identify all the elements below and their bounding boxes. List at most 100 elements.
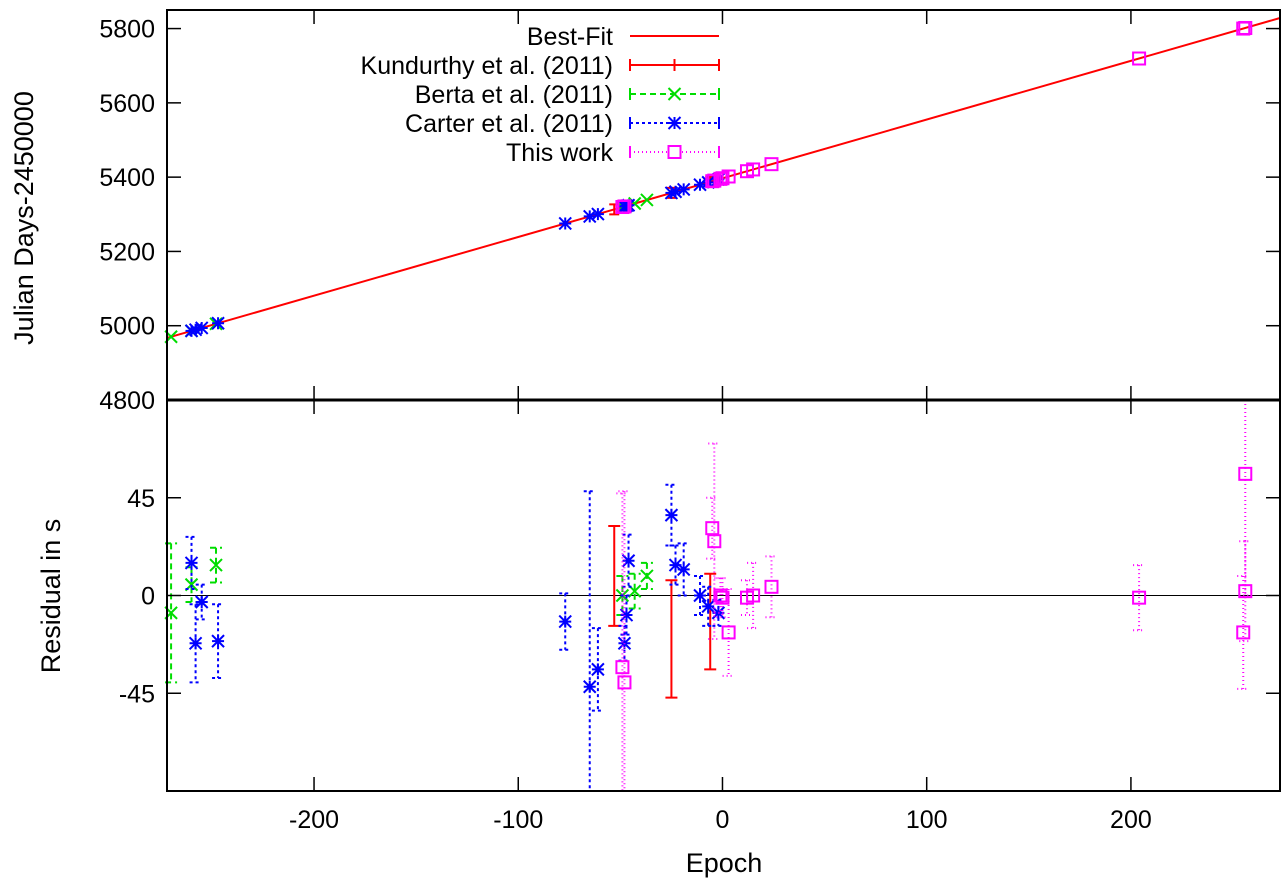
residual-errorbar — [714, 577, 727, 614]
legend-label: Best-Fit — [527, 23, 613, 51]
legend-label: This work — [506, 139, 613, 167]
x-tick-label: -100 — [493, 806, 543, 834]
residual-point-square — [713, 588, 728, 603]
top-point-square — [617, 199, 632, 214]
residual-errorbar — [708, 442, 721, 640]
residual-point-star — [621, 554, 636, 568]
top-panel — [164, 17, 1281, 344]
bottom-y-tick-label: -45 — [119, 680, 155, 708]
residual-errorbar — [665, 579, 678, 699]
top-point-star — [664, 186, 679, 200]
top-point-square — [746, 162, 761, 177]
residual-errorbar — [716, 577, 729, 619]
top-point-star — [188, 322, 203, 337]
residual-point-square — [721, 625, 736, 640]
residual-point-star — [664, 508, 679, 522]
residual-point-star — [591, 662, 605, 677]
residual-point-x — [640, 569, 654, 583]
residual-point-square — [1238, 466, 1253, 481]
residual-point-square — [1236, 625, 1251, 640]
residual-errorbar — [591, 627, 604, 712]
residual-point-star — [583, 680, 597, 694]
residual-point-star — [188, 636, 203, 650]
top-point-star — [558, 216, 572, 231]
top-point-square — [1132, 51, 1147, 66]
legend-caps — [629, 117, 720, 129]
residual-errorbar — [195, 583, 208, 621]
legend-caps — [629, 146, 720, 158]
residual-errorbar — [722, 587, 735, 677]
residual-point-square — [615, 660, 630, 675]
residual-point-star — [711, 606, 726, 620]
residual-point-star — [693, 588, 707, 603]
bottom-y-tick-label: 0 — [141, 583, 155, 611]
top-point-star — [211, 316, 225, 330]
residual-errorbar — [1237, 574, 1250, 690]
residual-point-star — [619, 608, 634, 622]
residual-errorbar — [616, 492, 629, 792]
top-point-star — [591, 207, 605, 221]
legend-marker — [667, 145, 682, 159]
top-frame — [166, 9, 1281, 401]
residual-point-square — [1238, 584, 1253, 599]
residual-point-square — [1132, 590, 1147, 605]
residual-errorbar — [1239, 540, 1252, 643]
top-point-square — [1238, 20, 1253, 35]
residual-errorbar — [706, 496, 719, 560]
residual-point-x — [209, 558, 223, 572]
top-point-star — [676, 182, 691, 197]
top-point-square — [764, 157, 779, 172]
residual-point-star — [701, 599, 715, 614]
bottom-panel — [164, 399, 1280, 792]
x-tick-label: -200 — [289, 806, 339, 834]
top-point-star — [583, 209, 597, 224]
residual-errorbar — [210, 546, 223, 584]
top-point-star — [184, 324, 199, 338]
legend-marker-bg — [668, 146, 681, 158]
residual-errorbar — [765, 555, 778, 619]
x-tick-label: 100 — [906, 806, 948, 834]
residual-errorbar — [559, 592, 572, 651]
top-y-tick-label: 5800 — [99, 16, 155, 44]
residual-point-star — [676, 562, 691, 577]
top-point-star — [668, 185, 683, 199]
residual-errorbar — [704, 572, 717, 671]
top-point-star — [693, 178, 707, 192]
residual-point-star — [195, 595, 209, 609]
residual-errorbar — [583, 490, 596, 792]
top-point-x — [640, 193, 654, 207]
x-tick-label: 0 — [716, 806, 730, 834]
residual-errorbar — [189, 603, 202, 684]
residual-point-square — [746, 588, 761, 603]
legend-label: Carter et al. (2011) — [405, 110, 613, 138]
residual-point-square — [617, 675, 632, 690]
residual-errorbar — [1133, 564, 1146, 632]
residual-errorbar — [608, 524, 621, 627]
legend-caps — [629, 59, 720, 71]
legend-label: Berta et al. (2011) — [415, 81, 613, 109]
residual-point-square — [764, 579, 779, 594]
top-y-axis-label: Julian Days-2450000 — [9, 91, 39, 345]
residual-errorbar — [740, 579, 753, 617]
residual-errorbar — [628, 572, 641, 610]
top-y-tick-label: 5400 — [99, 164, 155, 192]
residual-point-square — [705, 521, 720, 536]
top-y-tick-label: 4800 — [99, 387, 155, 415]
residual-point-star — [668, 558, 683, 572]
legend-marker — [667, 116, 682, 130]
legend-caps — [629, 88, 720, 100]
legend-label: Kundurthy et al. (2011) — [361, 52, 613, 80]
residual-point-star — [184, 556, 199, 570]
residual-errorbar — [747, 561, 760, 630]
residual-point-star — [558, 614, 572, 629]
residual-point-star — [211, 634, 225, 648]
top-y-tick-label: 5600 — [99, 90, 155, 118]
legend-marker — [667, 87, 682, 101]
top-y-tick-label: 5200 — [99, 238, 155, 266]
bottom-y-axis-label: Residual in s — [36, 519, 66, 674]
top-y-tick-label: 5000 — [99, 313, 155, 341]
x-tick-label: 200 — [1110, 806, 1152, 834]
axes: 4800 5000 5200 5400 5600 5800 -45 0 45 -200 -100 0 1… — [99, 9, 1281, 834]
